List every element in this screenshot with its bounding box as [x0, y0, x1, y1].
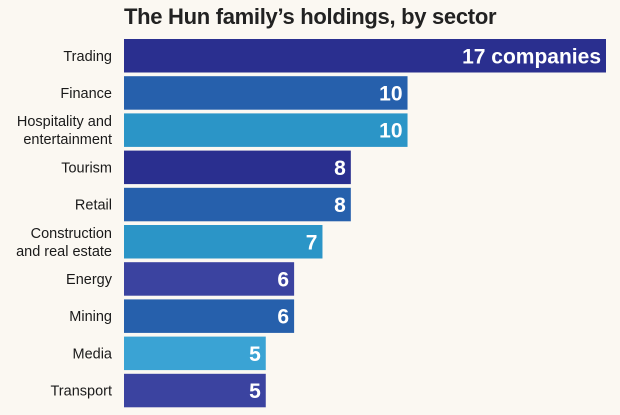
category-label: Mining [69, 309, 112, 325]
chart-title: The Hun family’s holdings, by sector [124, 4, 497, 29]
category-label: Finance [60, 86, 112, 102]
bar-value-label: 6 [277, 306, 289, 329]
bar-value-label: 10 [379, 82, 402, 105]
bar-value-label: 17 companies [462, 45, 601, 68]
bar [124, 113, 408, 147]
category-label: Transport [50, 384, 112, 400]
bar-value-label: 6 [277, 268, 289, 291]
bar [124, 39, 606, 73]
bar-value-label: 7 [306, 231, 318, 254]
bar-value-label: 5 [249, 380, 261, 403]
category-label: Tourism [61, 160, 112, 176]
category-label: Trading [63, 49, 112, 65]
bar-value-label: 10 [379, 120, 402, 143]
bar [124, 187, 351, 222]
bar [124, 262, 295, 296]
category-label: Energy [66, 272, 113, 288]
bar [124, 225, 323, 259]
bar-value-label: 8 [334, 194, 346, 217]
bar [124, 299, 295, 333]
bar-value-label: 8 [334, 157, 346, 180]
bar-value-label: 5 [249, 343, 261, 366]
category-label: Retail [75, 198, 112, 214]
category-label: Media [73, 346, 113, 362]
category-label: Hospitality and entertainment [17, 114, 112, 148]
bar [124, 336, 266, 371]
bar [124, 76, 408, 110]
category-label: Construction and real estate [16, 226, 112, 260]
bar [124, 150, 351, 185]
bar [124, 373, 266, 408]
